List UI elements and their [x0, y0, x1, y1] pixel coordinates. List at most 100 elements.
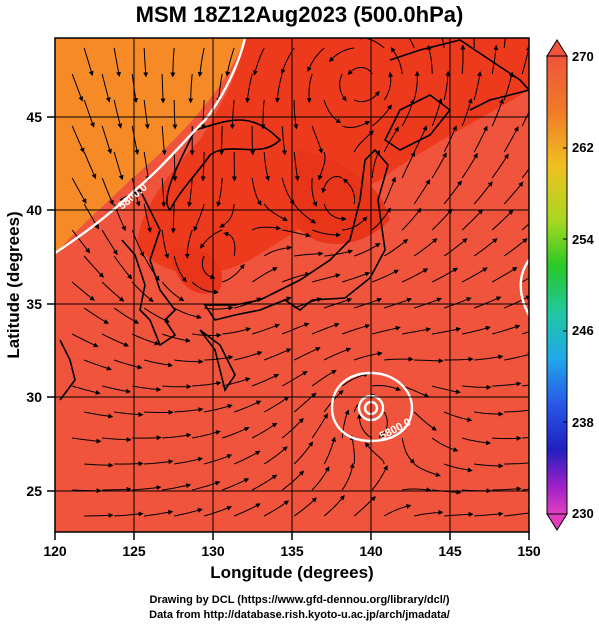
streamline [143, 203, 152, 233]
streamline [216, 73, 223, 104]
streamline [71, 73, 84, 102]
streamline [102, 385, 132, 394]
streamline [491, 44, 499, 75]
streamline [113, 99, 123, 129]
credit-drawing: Drawing by DCL (https://www.gfd-dennou.o… [149, 594, 450, 606]
streamline [462, 325, 491, 335]
streamline [162, 483, 192, 491]
streamline [114, 461, 144, 467]
streamline [371, 149, 380, 179]
streamline [383, 126, 399, 153]
colorbar-bottom-triangle [546, 513, 568, 531]
streamline [274, 73, 283, 103]
streamline [83, 151, 97, 180]
colorbar-label: 238 [572, 415, 594, 430]
streamline [263, 396, 290, 413]
streamline [184, 229, 193, 259]
streamline [263, 203, 288, 221]
streamline [323, 203, 347, 222]
streamline [219, 125, 225, 156]
streamline [252, 374, 280, 387]
streamline [491, 98, 504, 127]
streamline [252, 47, 265, 76]
streamline [113, 307, 140, 324]
streamline [188, 73, 194, 104]
streamline [491, 266, 518, 283]
colorbar: 270 262 254 246 238 230 [546, 39, 594, 531]
streamline [282, 322, 310, 335]
streamline [474, 354, 504, 361]
streamline [311, 125, 324, 154]
streamline [473, 38, 475, 48]
streamline [101, 125, 112, 155]
streamline [444, 463, 473, 473]
streamline [307, 47, 325, 72]
streamline [223, 231, 236, 257]
colorbar-body [546, 55, 568, 515]
streamline [251, 267, 278, 283]
streamline [311, 177, 318, 207]
streamline [162, 384, 192, 390]
streamline [131, 333, 160, 346]
streamline [197, 47, 205, 78]
streamline [503, 295, 529, 309]
streamline [113, 255, 133, 280]
streamline [312, 322, 340, 335]
streamline [251, 177, 262, 206]
lon-tick-label: 145 [438, 543, 462, 559]
streamline [521, 223, 529, 231]
streamline [364, 442, 385, 465]
streamline [402, 385, 430, 398]
streamline [293, 347, 321, 361]
streamline [323, 494, 345, 517]
streamline [204, 305, 234, 311]
streamline [174, 359, 204, 365]
streamline [187, 177, 193, 208]
streamline [101, 177, 114, 206]
streamline [492, 435, 522, 441]
streamline [229, 99, 235, 130]
streamline [170, 203, 176, 234]
streamline [474, 411, 504, 417]
lon-tick-label: 125 [122, 543, 146, 559]
streamline [83, 255, 104, 278]
colorbar-label: 262 [572, 140, 594, 155]
streamline [144, 409, 174, 415]
streamline [321, 175, 343, 194]
streamline [113, 47, 122, 78]
streamline [72, 437, 102, 444]
streamline [83, 307, 109, 324]
streamline [504, 407, 529, 413]
streamline [160, 74, 166, 104]
streamline [204, 505, 233, 517]
streamline [131, 125, 140, 155]
streamline [372, 384, 401, 392]
streamline [474, 463, 504, 469]
streamline [83, 99, 95, 128]
x-axis-title: Longitude (degrees) [210, 563, 373, 582]
streamline [312, 229, 341, 238]
streamline [143, 151, 151, 182]
lon-tick-label: 120 [43, 543, 67, 559]
streamline [341, 372, 369, 387]
streamline [414, 510, 444, 517]
streamline [504, 460, 529, 466]
streamline [491, 153, 509, 179]
streamline [72, 385, 101, 395]
streamline [251, 474, 278, 491]
streamline [234, 351, 263, 361]
streamline [251, 422, 278, 439]
streamline [342, 216, 368, 231]
streamline [378, 411, 388, 438]
streamline [492, 324, 521, 335]
streamline [222, 327, 252, 335]
streamline [413, 411, 437, 431]
streamline [474, 511, 504, 517]
contour-east [519, 259, 529, 316]
streamline [281, 177, 295, 205]
contour-5800-north [55, 38, 247, 255]
streamline [401, 437, 415, 464]
streamline [432, 327, 462, 335]
streamline [161, 281, 185, 302]
